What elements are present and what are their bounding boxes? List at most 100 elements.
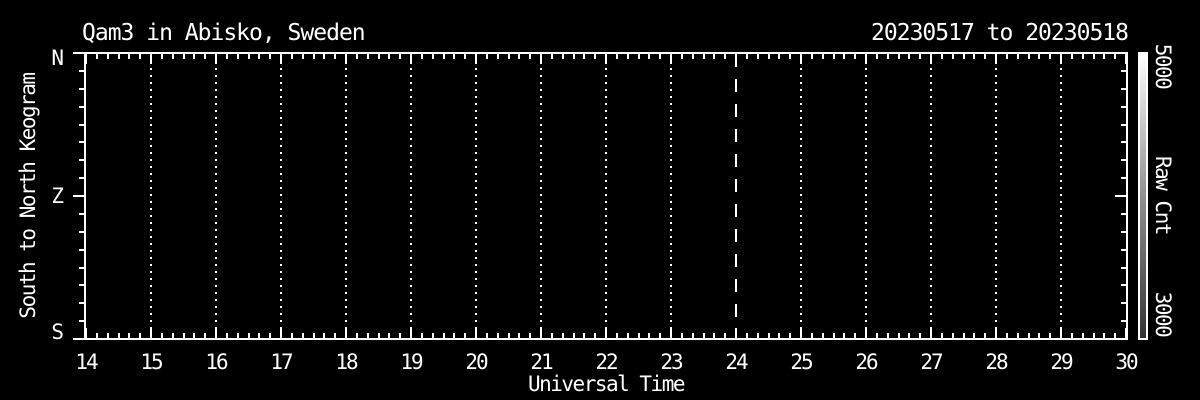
- x-minor-tick: [291, 54, 293, 59]
- x-minor-tick: [963, 54, 965, 59]
- x-minor-tick: [107, 333, 109, 338]
- x-major-tick: [1125, 328, 1126, 338]
- x-tick-label: 24: [725, 350, 748, 374]
- x-minor-tick: [128, 54, 130, 59]
- x-major-tick: [800, 54, 802, 64]
- x-minor-tick: [313, 333, 315, 338]
- y-minor-tick: [1121, 159, 1126, 161]
- x-minor-tick: [248, 333, 250, 338]
- x-major-tick: [670, 54, 672, 64]
- x-minor-tick: [334, 54, 336, 59]
- x-minor-tick: [703, 54, 705, 59]
- x-major-tick: [735, 54, 737, 64]
- x-minor-tick: [562, 54, 564, 59]
- x-major-tick: [280, 328, 282, 338]
- x-minor-tick: [128, 333, 130, 338]
- x-minor-tick: [323, 54, 325, 59]
- x-minor-tick: [757, 333, 759, 338]
- x-minor-tick: [1071, 333, 1073, 338]
- x-tick-label: 16: [205, 350, 228, 374]
- x-minor-tick: [183, 333, 185, 338]
- y-major-tick: [73, 52, 84, 54]
- x-minor-tick: [908, 333, 910, 338]
- x-major-tick: [150, 54, 152, 64]
- x-minor-tick: [161, 54, 163, 59]
- x-minor-tick: [811, 54, 813, 59]
- x-tick-label: 18: [335, 350, 358, 374]
- x-minor-tick: [291, 333, 293, 338]
- x-minor-tick: [1049, 333, 1051, 338]
- x-tick-label: 17: [270, 350, 293, 374]
- x-minor-tick: [1038, 333, 1040, 338]
- x-minor-tick: [302, 54, 304, 59]
- x-minor-tick: [399, 333, 401, 338]
- x-minor-tick: [583, 54, 585, 59]
- x-minor-tick: [334, 333, 336, 338]
- x-tick-label: 21: [530, 350, 553, 374]
- x-minor-tick: [984, 54, 986, 59]
- x-minor-tick: [367, 54, 369, 59]
- x-minor-tick: [258, 54, 260, 59]
- date-range-label: 20230517 to 20230518: [871, 20, 1129, 46]
- x-minor-tick: [778, 333, 780, 338]
- x-minor-tick: [443, 54, 445, 59]
- x-minor-tick: [952, 333, 954, 338]
- x-tick-label: 28: [985, 350, 1008, 374]
- x-minor-tick: [681, 54, 683, 59]
- x-minor-tick: [594, 54, 596, 59]
- x-tick-label: 25: [790, 350, 813, 374]
- y-minor-tick: [1121, 213, 1126, 215]
- y-minor-tick: [79, 177, 84, 179]
- x-minor-tick: [193, 54, 195, 59]
- x-minor-tick: [822, 333, 824, 338]
- y-minor-tick: [79, 284, 84, 286]
- x-minor-tick: [616, 333, 618, 338]
- x-minor-tick: [96, 54, 98, 59]
- y-minor-tick: [79, 231, 84, 233]
- y-minor-tick: [79, 302, 84, 304]
- y-major-tick: [1115, 338, 1126, 340]
- x-minor-tick: [648, 54, 650, 59]
- x-minor-tick: [854, 54, 856, 59]
- x-minor-tick: [562, 333, 564, 338]
- x-minor-tick: [941, 333, 943, 338]
- y-tick-label-n: N: [51, 46, 64, 70]
- x-minor-tick: [193, 333, 195, 338]
- x-minor-tick: [356, 54, 358, 59]
- x-minor-tick: [616, 54, 618, 59]
- x-minor-tick: [757, 54, 759, 59]
- y-tick-label-z: Z: [51, 184, 64, 208]
- x-minor-tick: [638, 54, 640, 59]
- x-minor-tick: [638, 333, 640, 338]
- x-minor-tick: [746, 54, 748, 59]
- y-major-tick: [1115, 195, 1126, 197]
- x-minor-tick: [1082, 333, 1084, 338]
- x-minor-tick: [724, 54, 726, 59]
- x-minor-tick: [1103, 333, 1105, 338]
- x-minor-tick: [1049, 54, 1051, 59]
- x-minor-tick: [811, 333, 813, 338]
- x-minor-tick: [453, 54, 455, 59]
- x-major-tick: [995, 328, 997, 338]
- x-minor-tick: [432, 54, 434, 59]
- x-minor-tick: [659, 54, 661, 59]
- x-minor-tick: [421, 333, 423, 338]
- x-minor-tick: [1103, 54, 1105, 59]
- x-minor-tick: [172, 54, 174, 59]
- x-minor-tick: [172, 333, 174, 338]
- x-major-tick: [215, 54, 217, 64]
- x-major-tick: [930, 328, 932, 338]
- y-minor-tick: [79, 213, 84, 215]
- x-minor-tick: [302, 333, 304, 338]
- gridline-hour-20: [475, 54, 477, 338]
- x-major-tick: [540, 54, 542, 64]
- x-minor-tick: [313, 54, 315, 59]
- x-minor-tick: [1028, 333, 1030, 338]
- x-minor-tick: [388, 333, 390, 338]
- y-minor-tick: [79, 159, 84, 161]
- x-minor-tick: [237, 54, 239, 59]
- y-minor-tick: [1121, 231, 1126, 233]
- x-minor-tick: [118, 333, 120, 338]
- x-minor-tick: [1028, 54, 1030, 59]
